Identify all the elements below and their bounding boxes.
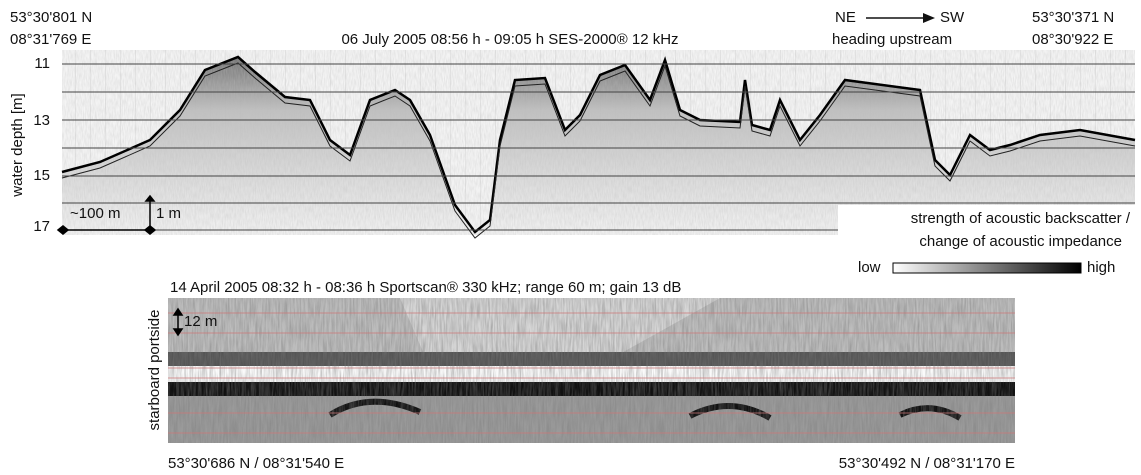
legend-title: strength of acoustic backscatter / (911, 210, 1131, 227)
side-label: starboard portside (146, 310, 163, 431)
start-lon: 08°31'769 E (10, 31, 91, 48)
start-position: 53°30'686 N / 08°31'540 E (168, 455, 344, 472)
sidescan-title: 14 April 2005 08:32 h - 08:36 h Sportsca… (170, 279, 681, 296)
range-lines (168, 312, 1015, 434)
seabed-line (61, 55, 1136, 234)
legend-low: low (858, 259, 881, 276)
depth-tick: 13 (33, 112, 50, 129)
direction-to: SW (940, 9, 965, 26)
sidescan (168, 298, 1015, 443)
start-lat: 53°30'801 N (10, 9, 92, 26)
legend-title: change of acoustic impedance (919, 233, 1122, 250)
echogram-title: 06 July 2005 08:56 h - 09:05 h SES-2000®… (341, 31, 678, 48)
end-lon: 08°30'922 E (1032, 31, 1113, 48)
legend-gradient (892, 262, 1082, 274)
depth-tick: 11 (34, 55, 50, 72)
echogram (61, 50, 1141, 239)
scale-vertical: 1 m (156, 205, 181, 222)
legend-high: high (1087, 259, 1115, 276)
subbottom-line (61, 62, 1136, 239)
speckle (62, 50, 1135, 235)
end-lat: 53°30'371 N (1032, 9, 1114, 26)
depth-tick: 17 (33, 218, 50, 235)
depth-tick: 15 (33, 167, 50, 184)
scale-horizontal: ~100 m (70, 205, 120, 222)
arrow-head (923, 13, 935, 23)
sidescan-texture (168, 298, 1015, 443)
direction-from: NE (835, 9, 856, 26)
legend-cover (838, 205, 1141, 237)
end-position: 53°30'492 N / 08°31'170 E (839, 455, 1015, 472)
y-axis-label: water depth [m] (9, 93, 26, 197)
sidescan-scale (172, 307, 184, 337)
sidescan-scale-label: 12 m (184, 313, 217, 330)
scale-bar (56, 194, 157, 235)
direction-note: heading upstream (832, 31, 952, 48)
